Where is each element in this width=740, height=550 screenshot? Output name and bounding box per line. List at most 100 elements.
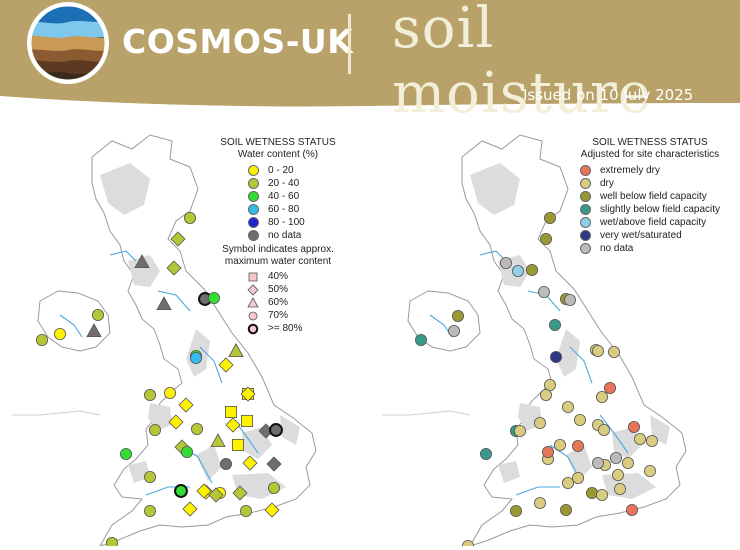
symbol-circle-bold bbox=[247, 323, 259, 334]
symbol-swatch bbox=[247, 323, 259, 334]
brand-name: COSMOS-UK bbox=[122, 22, 354, 61]
legend-item: well below field capacity bbox=[578, 190, 730, 203]
swatch-dot bbox=[580, 203, 591, 215]
site-marker bbox=[190, 422, 203, 435]
coast-outline bbox=[382, 410, 471, 416]
legend-title: SOIL WETNESS STATUS bbox=[220, 137, 336, 148]
site-marker bbox=[611, 468, 624, 481]
site-marker bbox=[595, 390, 608, 403]
site-marker bbox=[603, 381, 616, 394]
site-marker bbox=[242, 455, 258, 471]
river bbox=[515, 486, 560, 496]
site-marker bbox=[607, 345, 620, 358]
legend-item: >= 80% bbox=[246, 322, 348, 335]
upland-area bbox=[128, 255, 160, 287]
river bbox=[59, 314, 83, 338]
site-marker bbox=[645, 434, 658, 447]
site-marker bbox=[585, 486, 598, 499]
site-marker bbox=[228, 343, 244, 358]
legend-label: 60% bbox=[268, 297, 289, 308]
upland-area bbox=[280, 415, 300, 445]
legend-swatch bbox=[246, 229, 262, 242]
legend-swatch bbox=[246, 203, 262, 216]
site-marker bbox=[219, 457, 232, 470]
symbol-swatch bbox=[248, 311, 258, 320]
symbol-legend-title-2: maximum water content bbox=[224, 256, 332, 267]
site-marker bbox=[609, 451, 622, 464]
upland-area bbox=[566, 445, 592, 481]
page-title: soil moisture bbox=[392, 0, 652, 126]
site-marker bbox=[231, 438, 244, 451]
site-marker bbox=[178, 397, 194, 413]
legend-item: dry bbox=[578, 177, 730, 190]
coast-outline bbox=[12, 410, 101, 416]
site-marker bbox=[571, 471, 584, 484]
legend-swatch bbox=[578, 216, 594, 229]
upland-area bbox=[498, 461, 520, 483]
cosmos-logo bbox=[27, 2, 109, 84]
legend-item: 80 - 100 bbox=[246, 216, 348, 229]
header-divider bbox=[348, 14, 351, 74]
site-marker bbox=[163, 386, 176, 399]
legend-swatch bbox=[246, 296, 262, 309]
legend-swatch bbox=[246, 271, 262, 283]
site-marker bbox=[106, 536, 119, 549]
legend-label: very wet/saturated bbox=[600, 230, 682, 241]
river bbox=[599, 414, 629, 454]
legend-swatch bbox=[246, 164, 262, 177]
legend-item: no data bbox=[578, 242, 730, 255]
site-marker bbox=[266, 456, 282, 472]
river bbox=[479, 250, 507, 262]
site-marker bbox=[183, 212, 196, 225]
river bbox=[569, 346, 593, 384]
legend-label: slightly below field capacity bbox=[600, 204, 721, 215]
water-content-legend: SOIL WETNESS STATUS Water content (%) 0 … bbox=[208, 137, 348, 335]
legend-item: 60 - 80 bbox=[246, 203, 348, 216]
uk-map-adjusted-status bbox=[370, 115, 740, 550]
legend-label: 50% bbox=[268, 284, 289, 295]
legend-subtitle: Adjusted for site characteristics bbox=[580, 149, 720, 160]
site-marker bbox=[269, 423, 283, 437]
legend-label: 0 - 20 bbox=[268, 165, 294, 176]
legend-item: 40 - 60 bbox=[246, 190, 348, 203]
site-marker bbox=[548, 318, 561, 331]
legend-item: wet/above field capacity bbox=[578, 216, 730, 229]
symbol-triangle bbox=[247, 296, 259, 307]
swatch-dot bbox=[580, 190, 591, 202]
site-marker bbox=[240, 414, 253, 427]
legend-item: 40% bbox=[246, 270, 348, 283]
legend-item: very wet/saturated bbox=[578, 229, 730, 242]
upland-area bbox=[470, 163, 520, 215]
uk-map-water-content bbox=[0, 115, 370, 549]
legend-label: wet/above field capacity bbox=[600, 217, 707, 228]
legend-label: >= 80% bbox=[268, 323, 303, 334]
site-marker bbox=[168, 414, 184, 430]
site-marker bbox=[499, 256, 512, 269]
legend-item: slightly below field capacity bbox=[578, 203, 730, 216]
site-marker bbox=[561, 476, 574, 489]
swatch-dot bbox=[580, 229, 591, 241]
legend-swatch bbox=[578, 177, 594, 190]
site-marker bbox=[218, 357, 234, 373]
legend-swatch bbox=[246, 310, 262, 322]
legend-swatch bbox=[246, 216, 262, 229]
legend-subtitle: Water content (%) bbox=[237, 149, 319, 160]
site-marker bbox=[573, 413, 586, 426]
site-marker bbox=[86, 323, 102, 338]
site-marker bbox=[182, 501, 198, 517]
site-marker bbox=[509, 504, 522, 517]
swatch-dot bbox=[248, 229, 259, 241]
site-marker bbox=[267, 481, 280, 494]
site-marker bbox=[224, 405, 237, 418]
legend-label: no data bbox=[268, 230, 302, 241]
legend-label: no data bbox=[600, 243, 634, 254]
site-marker bbox=[537, 285, 550, 298]
symbol-swatch bbox=[247, 296, 259, 307]
site-marker bbox=[621, 456, 634, 469]
header-banner: COSMOS-UK soil moisture Issued on 10 Jul… bbox=[0, 0, 740, 126]
site-marker bbox=[196, 483, 212, 499]
site-marker bbox=[533, 416, 546, 429]
header-background bbox=[0, 0, 740, 113]
legend-item: extremely dry bbox=[578, 164, 730, 177]
site-marker bbox=[170, 231, 186, 247]
